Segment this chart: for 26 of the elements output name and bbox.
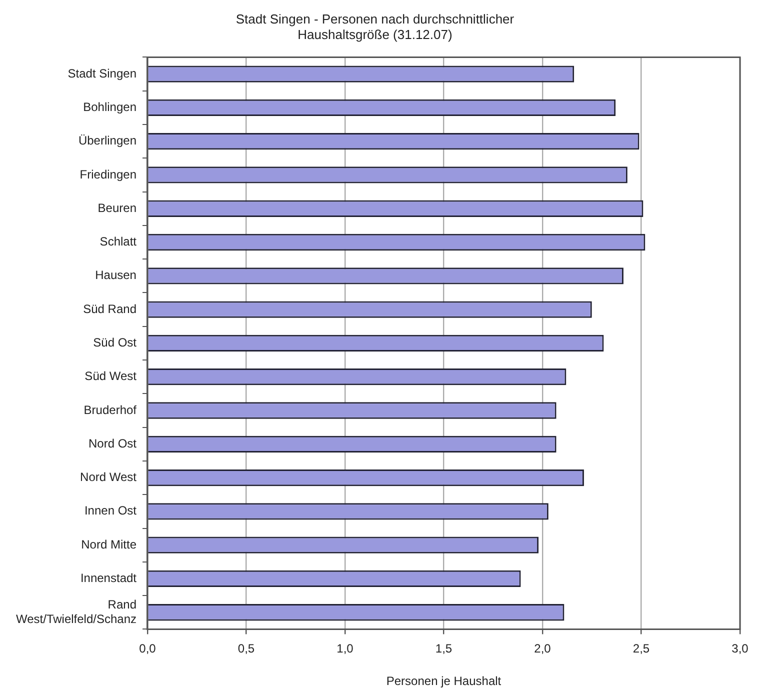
y-tick-label: Süd Ost bbox=[93, 336, 138, 350]
x-tick-label: 2,5 bbox=[632, 642, 650, 656]
y-tick-label: Bruderhof bbox=[84, 402, 138, 417]
y-tick-label: Schlatt bbox=[100, 234, 138, 249]
y-tick-label: Bohlingen bbox=[83, 100, 136, 114]
y-tick-label: Rand West/Twielfeld/Schanz bbox=[16, 597, 136, 626]
x-tick-label: 1,5 bbox=[435, 642, 452, 656]
x-tick-label: 3,0 bbox=[732, 642, 749, 656]
x-tick-label: 0,5 bbox=[238, 642, 255, 656]
y-tick-label: Nord Mitte bbox=[81, 537, 137, 552]
y-tick-label: Nord Ost bbox=[88, 436, 138, 450]
x-tick-label: 2,0 bbox=[534, 642, 552, 656]
x-tick-label: 0,0 bbox=[139, 642, 156, 656]
y-tick-label: Beuren bbox=[98, 200, 136, 215]
x-axis-title: Personen je Haushalt bbox=[386, 674, 502, 688]
y-tick-label: Friedingen bbox=[80, 167, 136, 182]
x-tick-label: 1,0 bbox=[336, 642, 354, 656]
y-tick-label: Stadt Singen bbox=[68, 66, 136, 80]
y-tick-label: Innen Ost bbox=[84, 504, 138, 518]
y-tick-label: Hausen bbox=[95, 268, 136, 282]
y-tick-label: Süd West bbox=[84, 369, 138, 384]
y-tick-label: Nord West bbox=[80, 470, 138, 484]
y-tick-label: Innenstadt bbox=[80, 571, 138, 586]
y-tick-label: Überlingen bbox=[78, 134, 136, 148]
chart-title: Stadt Singen - Personen nach durchschnittlicher Haushaltsgröße (31.12.07) bbox=[236, 11, 515, 42]
y-tick-label: Süd Rand bbox=[83, 302, 136, 316]
